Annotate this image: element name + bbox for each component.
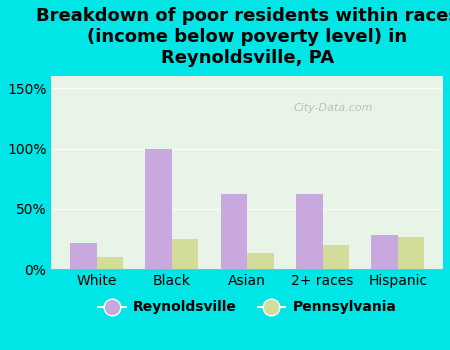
Bar [296,195,323,269]
Bar [96,257,123,269]
Bar [372,236,398,269]
Bar [70,243,96,269]
Bar [145,149,172,269]
Bar [398,237,424,269]
Text: City-Data.com: City-Data.com [293,103,373,113]
Legend: Reynoldsville, Pennsylvania: Reynoldsville, Pennsylvania [93,295,402,320]
Bar [172,239,198,269]
Bar [247,253,274,269]
Bar [221,195,247,269]
Title: Breakdown of poor residents within races
(income below poverty level) in
Reynold: Breakdown of poor residents within races… [36,7,450,66]
Bar [323,245,349,269]
